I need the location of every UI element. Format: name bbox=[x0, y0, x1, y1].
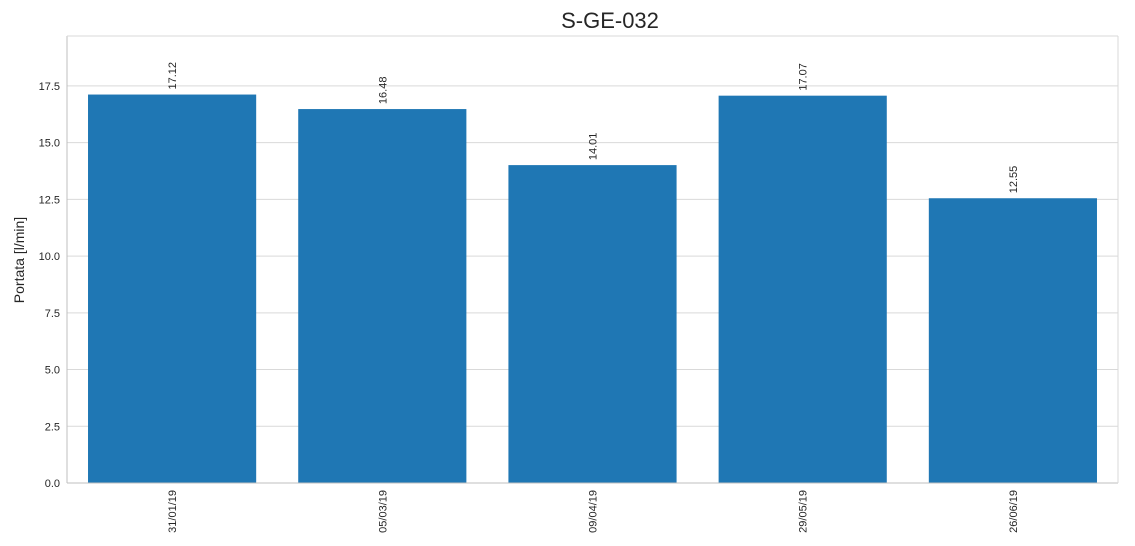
bars bbox=[88, 94, 1097, 484]
data-label: 16.48 bbox=[377, 77, 389, 105]
y-tick-label: 2.5 bbox=[45, 421, 60, 433]
x-tick-labels: 31/01/19 05/03/19 09/04/19 29/05/19 26/06/19 bbox=[167, 490, 1020, 533]
y-tick-label: 5.0 bbox=[45, 365, 60, 377]
x-tick-label: 09/04/19 bbox=[588, 490, 600, 533]
plot-frame bbox=[66, 35, 1119, 484]
bar bbox=[508, 165, 677, 483]
chart-title: S-GE-032 bbox=[561, 8, 659, 33]
bar bbox=[928, 198, 1097, 484]
y-tick-label: 0.0 bbox=[45, 478, 60, 490]
data-label: 17.12 bbox=[167, 62, 179, 90]
x-tick-label: 26/06/19 bbox=[1008, 490, 1020, 533]
x-tick-label: 05/03/19 bbox=[377, 490, 389, 533]
y-axis-label: Portata [l/min] bbox=[11, 217, 27, 303]
data-label: 17.07 bbox=[798, 63, 810, 91]
data-label: 12.55 bbox=[1008, 166, 1020, 194]
x-tick-label: 31/01/19 bbox=[167, 490, 179, 533]
data-label: 14.01 bbox=[588, 133, 600, 161]
y-tick-label: 12.5 bbox=[39, 194, 60, 206]
bar bbox=[298, 109, 467, 484]
y-tick-label: 10.0 bbox=[39, 251, 60, 263]
data-labels: 17.12 16.48 14.01 17.07 12.55 bbox=[167, 62, 1020, 193]
bar bbox=[88, 94, 257, 484]
y-tick-label: 15.0 bbox=[39, 138, 60, 150]
y-tick-labels: 0.0 2.5 5.0 7.5 10.0 12.5 15.0 17.5 bbox=[39, 81, 60, 490]
bar bbox=[718, 95, 887, 484]
y-tick-label: 7.5 bbox=[45, 308, 60, 320]
x-tick-label: 29/05/19 bbox=[798, 490, 810, 533]
y-tick-label: 17.5 bbox=[39, 81, 60, 93]
